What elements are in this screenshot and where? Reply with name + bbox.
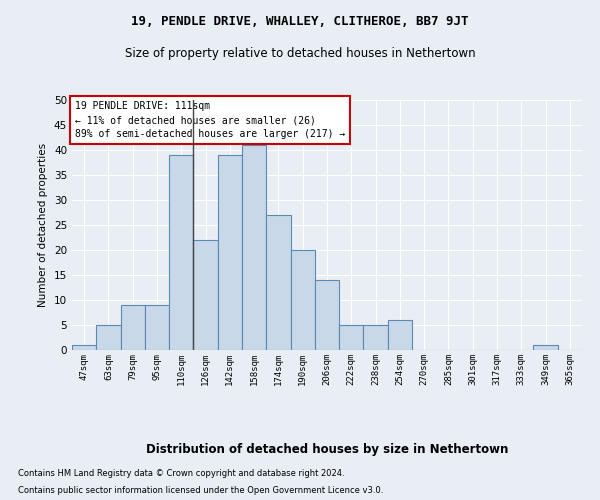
Text: 19 PENDLE DRIVE: 111sqm
← 11% of detached houses are smaller (26)
89% of semi-de: 19 PENDLE DRIVE: 111sqm ← 11% of detache… — [74, 101, 345, 139]
Text: Contains public sector information licensed under the Open Government Licence v3: Contains public sector information licen… — [18, 486, 383, 495]
Bar — [290, 250, 315, 350]
X-axis label: Distribution of detached houses by size in Nethertown: Distribution of detached houses by size … — [146, 444, 508, 456]
Bar — [121, 305, 145, 350]
Bar — [193, 240, 218, 350]
Bar — [242, 145, 266, 350]
Bar — [96, 325, 121, 350]
Bar — [72, 345, 96, 350]
Bar — [266, 215, 290, 350]
Bar — [169, 155, 193, 350]
Bar — [388, 320, 412, 350]
Bar — [315, 280, 339, 350]
Text: 19, PENDLE DRIVE, WHALLEY, CLITHEROE, BB7 9JT: 19, PENDLE DRIVE, WHALLEY, CLITHEROE, BB… — [131, 15, 469, 28]
Text: Contains HM Land Registry data © Crown copyright and database right 2024.: Contains HM Land Registry data © Crown c… — [18, 468, 344, 477]
Bar — [339, 325, 364, 350]
Bar — [145, 305, 169, 350]
Text: Size of property relative to detached houses in Nethertown: Size of property relative to detached ho… — [125, 48, 475, 60]
Bar — [533, 345, 558, 350]
Y-axis label: Number of detached properties: Number of detached properties — [38, 143, 49, 307]
Bar — [218, 155, 242, 350]
Bar — [364, 325, 388, 350]
